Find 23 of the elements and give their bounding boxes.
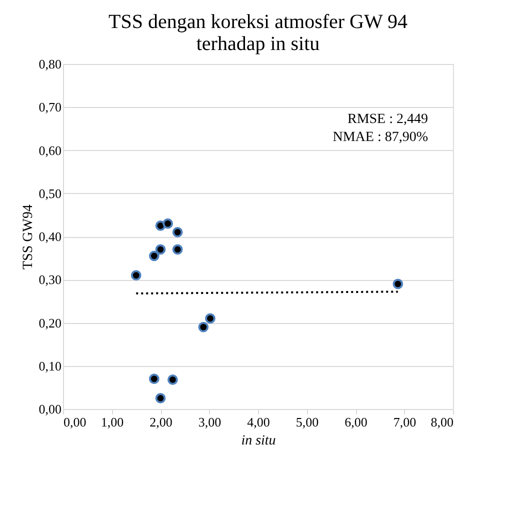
y-tick-label: 0,50 [38, 186, 62, 201]
y-tick-label: 0,30 [38, 272, 62, 288]
x-tick-label: 4,00 [247, 414, 270, 430]
x-tick-label: 5,00 [296, 414, 319, 430]
y-tick-label: 0,60 [38, 142, 62, 158]
y-tick-label: 0,70 [38, 100, 62, 115]
y-tick-label: 0,80 [38, 56, 62, 72]
x-tick-label: 3,00 [198, 414, 222, 430]
annotation: NMAE : 87,90% [332, 130, 428, 146]
x-tick-label: 0,00 [64, 414, 86, 430]
x-tick-label: 1,00 [100, 414, 124, 430]
y-tick-label: 0,20 [38, 315, 62, 330]
x-axis-title: in situ [241, 434, 276, 448]
y-tick-label: 0,00 [38, 402, 62, 416]
x-tick-label: 8,00 [430, 414, 454, 430]
chart-title: TSS dengan koreksi atmosfer GW 94 terhadap in situ [108, 11, 408, 55]
y-axis-title: TSS GW94 [20, 204, 36, 270]
y-tick-label: 0,10 [38, 358, 62, 374]
x-tick-label: 2,00 [150, 414, 172, 430]
x-tick-label: 7,00 [393, 414, 416, 430]
x-tick-label: 6,00 [344, 414, 368, 430]
annotation: RMSE : 2,449 [347, 112, 428, 128]
y-tick-label: 0,40 [38, 229, 62, 244]
